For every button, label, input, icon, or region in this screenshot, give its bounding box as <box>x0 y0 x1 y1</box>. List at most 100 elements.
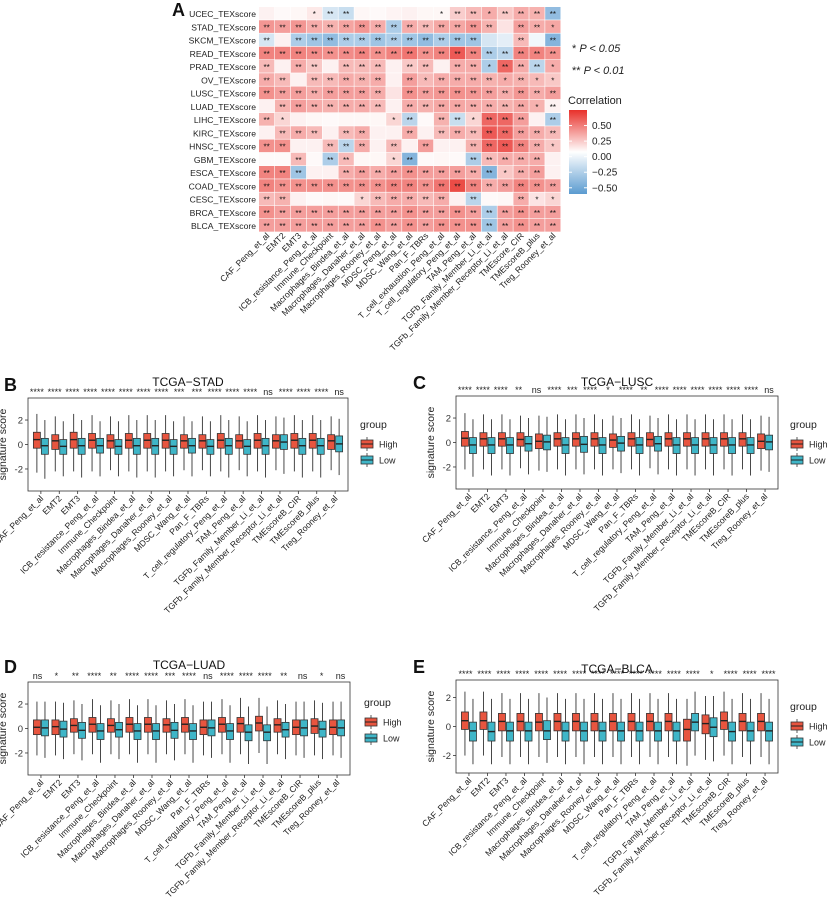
heatmap-cell <box>418 60 434 73</box>
heatmap-cell <box>465 73 481 86</box>
heatmap-cell <box>338 179 354 192</box>
heatmap-cell <box>418 46 434 60</box>
heatmap-cell <box>386 60 402 73</box>
heatmap-cell <box>497 219 513 232</box>
heatmap-cell <box>513 126 529 139</box>
panel-e-boxplot: E TCGA−BLCA -2 0 2 signature score CAF_Peng_et… <box>413 657 828 897</box>
y-tick-label: 0 <box>446 438 451 449</box>
heatmap-cell <box>259 179 275 192</box>
box-high <box>236 717 245 733</box>
colorbar-tick-label: −0.50 <box>592 183 618 194</box>
heatmap-significance-mark: * <box>535 103 538 112</box>
heatmap-cell <box>449 219 466 232</box>
heatmap-significance-mark: ** <box>454 90 460 99</box>
heatmap-significance-mark: ** <box>359 222 365 231</box>
panel-label: B <box>4 375 17 395</box>
heatmap-significance-mark: ** <box>407 156 413 165</box>
heatmap-significance-mark: ** <box>486 116 492 125</box>
heatmap-cell <box>433 166 450 179</box>
heatmap-significance-mark: ** <box>438 116 444 125</box>
heatmap-significance-mark: ** <box>375 196 381 205</box>
heatmap-cell <box>449 33 466 47</box>
heatmap-significance-mark: ** <box>438 182 444 191</box>
heatmap-cell <box>545 166 561 179</box>
y-tick-label: 0 <box>446 722 451 733</box>
heatmap-significance-mark: ** <box>454 76 460 85</box>
significance-label: **** <box>744 385 759 395</box>
box-low <box>580 721 588 742</box>
heatmap-cell <box>545 152 561 166</box>
heatmap-cell <box>259 99 275 113</box>
heatmap-significance-mark: ** <box>375 209 381 218</box>
y-tick-label: 0 <box>18 440 23 451</box>
heatmap-cell <box>449 7 466 20</box>
heatmap-significance-mark: ** <box>550 209 556 218</box>
heatmap-significance-mark: * <box>392 156 395 165</box>
heatmap-cell <box>386 20 402 33</box>
heatmap-cell <box>322 219 338 232</box>
heatmap-significance-mark: ** <box>550 116 556 125</box>
heatmap-significance-mark: ** <box>423 50 429 59</box>
heatmap-cell <box>433 179 450 192</box>
box-low <box>765 721 773 742</box>
significance-label: ns <box>336 671 346 681</box>
heatmap-cell <box>481 126 497 139</box>
heatmap-cell <box>545 139 561 153</box>
heatmap-cell <box>465 86 481 100</box>
heatmap-significance-mark: ** <box>359 23 365 32</box>
heatmap-significance-mark: ** <box>470 209 476 218</box>
heatmap-significance-mark: ** <box>438 129 444 138</box>
box-low <box>524 721 533 742</box>
heatmap-significance-mark: ** <box>550 50 556 59</box>
heatmap-significance-mark: ** <box>502 116 508 125</box>
heatmap-cell <box>497 152 513 166</box>
heatmap-significance-mark: ** <box>550 103 556 112</box>
heatmap-cell <box>465 113 481 126</box>
heatmap-cell <box>354 179 370 192</box>
heatmap-significance-mark: * <box>551 196 554 205</box>
significance-label: **** <box>83 387 98 397</box>
significance-label: **** <box>208 387 223 397</box>
heatmap-cell <box>433 7 450 20</box>
legend-label: High <box>383 718 402 728</box>
heatmap-significance-mark: ** <box>391 209 397 218</box>
heatmap-significance-mark: ** <box>343 63 349 72</box>
heatmap-significance-mark: ** <box>486 23 492 32</box>
heatmap-cell <box>449 152 466 166</box>
heatmap-significance-mark: ** <box>264 143 270 152</box>
heatmap-cell <box>306 99 322 113</box>
box-low <box>543 720 551 740</box>
heatmap-significance-mark: ** <box>470 103 476 112</box>
heatmap-significance-mark: ** <box>518 76 524 85</box>
heatmap-cell <box>402 139 418 153</box>
y-tick-label: -2 <box>15 464 23 475</box>
heatmap-significance-mark: ** <box>359 169 365 178</box>
heatmap-cell <box>545 126 561 139</box>
heatmap-cell <box>259 166 275 179</box>
heatmap-significance-mark: ** <box>534 209 540 218</box>
heatmap-cell <box>306 139 322 153</box>
heatmap-cell <box>497 60 513 73</box>
heatmap-significance-mark: ** <box>438 196 444 205</box>
heatmap-significance-mark: ** <box>518 37 524 46</box>
heatmap-significance-mark: ** <box>407 209 413 218</box>
heatmap-cell <box>513 60 529 73</box>
heatmap-cell <box>418 205 434 219</box>
heatmap-significance-mark: ** <box>407 90 413 99</box>
heatmap-significance-mark: * <box>504 76 507 85</box>
heatmap-cell <box>290 20 307 33</box>
heatmap-cell <box>529 46 545 60</box>
x-tick-label: EMT2 <box>41 777 64 800</box>
heatmap-cell <box>513 46 529 60</box>
heatmap-cell <box>306 179 322 192</box>
heatmap-significance-mark: ** <box>534 129 540 138</box>
significance-label: ** <box>280 671 288 681</box>
heatmap-significance-mark: * <box>392 116 395 125</box>
box-low <box>672 721 681 742</box>
heatmap-cell <box>465 139 481 153</box>
heatmap-cell <box>402 73 418 86</box>
panel-label: C <box>413 373 426 393</box>
heatmap-row-label: OV_TEXscore <box>201 75 256 85</box>
heatmap-significance-mark: ** <box>534 90 540 99</box>
significance-label: ns <box>263 387 273 397</box>
